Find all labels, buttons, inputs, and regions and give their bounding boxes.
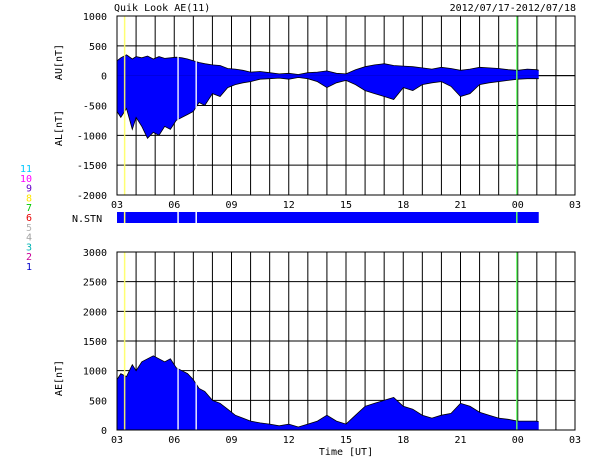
y-tick-label: 0 [101, 426, 107, 437]
au-area [117, 54, 539, 76]
au-al-chart: 1000 500 0 -500 -1000 -1500 -2000 03 06 09 12 15 18 2… [54, 12, 581, 211]
y-tick-label: 2000 [83, 307, 107, 318]
y-tick-label: 500 [89, 396, 107, 407]
x-tick-label: 00 [512, 435, 524, 446]
al-axis-label: AL[nT] [54, 110, 65, 146]
x-tick-label: 21 [454, 435, 466, 446]
legend-station-4: 4 [26, 233, 32, 244]
x-tick-label: 03 [569, 200, 581, 211]
station-bar-fill [117, 212, 539, 223]
y-tick-label: 0 [101, 72, 107, 83]
x-tick-label: 03 [111, 200, 123, 211]
x-tick-label: 09 [225, 200, 237, 211]
ae-area [117, 355, 539, 430]
ae-chart: 3000 2500 2000 1500 1000 500 0 03 06 09 12 15 18 21 00… [54, 248, 581, 458]
y-tick-label: 2500 [83, 278, 107, 289]
y-tick-label: -1500 [77, 161, 107, 172]
legend-station-7: 7 [26, 203, 32, 214]
x-tick-label: 03 [569, 435, 581, 446]
y-tick-label: -2000 [77, 191, 107, 202]
plot-frame [116, 15, 576, 196]
ae-line [116, 355, 539, 428]
legend-station-10: 10 [20, 174, 32, 185]
legend-station-1: 1 [26, 262, 32, 273]
x-tick-label: 18 [397, 435, 409, 446]
legend-station-3: 3 [26, 242, 32, 253]
y-tick-label: 500 [89, 42, 107, 53]
x-tick-label: 21 [454, 200, 466, 211]
x-tick-label: 18 [397, 200, 409, 211]
y-tick-label: 1500 [83, 337, 107, 348]
al-area [117, 75, 539, 139]
y-tick-label: 3000 [83, 248, 107, 259]
x-tick-label: 06 [168, 200, 180, 211]
al-line [116, 77, 539, 139]
au-axis-label: AU[nT] [54, 44, 65, 80]
y-tick-label: -500 [83, 102, 107, 113]
x-tick-label: 12 [283, 200, 295, 211]
x-tick-label: 12 [283, 435, 295, 446]
x-tick-label: 15 [340, 435, 352, 446]
station-count-bar: N.STN [72, 212, 539, 225]
x-tick-label: 09 [225, 435, 237, 446]
y-tick-label: 1000 [83, 367, 107, 378]
date-range: 2012/07/17-2012/07/18 [450, 3, 576, 14]
au-line [116, 54, 539, 75]
figure-title: Quik Look AE(11) [114, 3, 210, 14]
legend-station-6: 6 [26, 213, 32, 224]
x-tick-label: 06 [168, 435, 180, 446]
x-axis-label: Time [UT] [319, 447, 373, 458]
x-tick-label: 03 [111, 435, 123, 446]
y-tick-label: 1000 [83, 12, 107, 23]
legend-station-5: 5 [26, 223, 32, 234]
x-tick-label: 00 [512, 200, 524, 211]
legend-station-11: 11 [20, 164, 32, 175]
legend-station-9: 9 [26, 184, 32, 195]
station-bar-label: N.STN [72, 214, 102, 225]
ae-axis-label: AE[nT] [54, 360, 65, 396]
x-tick-label: 15 [340, 200, 352, 211]
plot-frame [116, 251, 576, 431]
y-tick-label: -1000 [77, 131, 107, 142]
legend-station-8: 8 [26, 193, 32, 204]
legend-station-2: 2 [26, 252, 32, 263]
